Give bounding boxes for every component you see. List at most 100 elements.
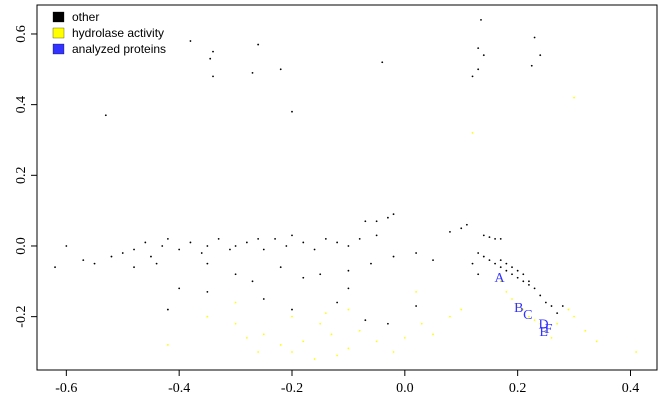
point — [251, 280, 254, 283]
point — [499, 238, 502, 240]
point — [110, 255, 113, 258]
point — [104, 114, 107, 117]
point — [161, 245, 164, 247]
point — [245, 336, 248, 339]
point — [54, 266, 56, 269]
point — [505, 291, 508, 293]
y-tick-label: 0.4 — [14, 96, 29, 114]
point — [561, 305, 564, 307]
point — [364, 319, 367, 322]
x-tick-label: 0.0 — [396, 381, 414, 396]
point — [65, 245, 68, 247]
point — [347, 308, 350, 311]
point — [336, 354, 339, 357]
point — [302, 340, 305, 343]
point — [364, 220, 367, 223]
point-label: D — [539, 318, 549, 333]
point-label: F — [545, 322, 553, 337]
point — [274, 238, 276, 240]
point — [392, 351, 395, 353]
point — [530, 64, 533, 67]
point — [291, 110, 293, 113]
point — [375, 234, 378, 237]
point — [206, 262, 209, 265]
point — [324, 312, 327, 315]
point — [262, 333, 265, 336]
point — [330, 333, 333, 336]
point — [387, 216, 389, 219]
point — [533, 319, 536, 322]
point — [528, 315, 530, 318]
point — [482, 234, 485, 237]
point-label: B — [514, 301, 523, 316]
point-label: C — [523, 308, 532, 323]
point — [460, 227, 463, 230]
point — [573, 96, 575, 99]
point — [544, 329, 547, 332]
point — [381, 61, 384, 64]
point — [166, 344, 169, 346]
point — [567, 308, 570, 311]
point — [133, 248, 135, 251]
point — [336, 241, 339, 244]
legend-swatch — [52, 27, 65, 39]
legend-label: hydrolase activity — [72, 26, 164, 40]
point — [528, 283, 530, 286]
point — [257, 351, 260, 353]
point — [539, 294, 542, 297]
point — [516, 305, 519, 307]
point — [392, 213, 395, 216]
point — [347, 269, 350, 272]
point — [262, 298, 265, 300]
point — [432, 333, 434, 336]
point — [471, 262, 474, 265]
point — [234, 301, 237, 304]
point — [313, 248, 316, 251]
point — [556, 312, 559, 315]
y-tick-label: 0.2 — [14, 167, 29, 185]
point — [234, 245, 237, 247]
point — [533, 36, 536, 39]
point — [471, 132, 474, 134]
point — [189, 40, 192, 42]
legend-swatch — [52, 11, 65, 23]
point — [150, 255, 152, 258]
point — [584, 329, 587, 332]
legend-swatch — [52, 43, 65, 55]
point — [516, 276, 519, 279]
point — [556, 322, 559, 325]
point — [477, 47, 480, 50]
point — [533, 287, 536, 290]
point — [144, 241, 147, 244]
point — [528, 280, 530, 283]
point — [234, 273, 237, 276]
point — [449, 230, 451, 233]
point — [206, 245, 209, 247]
point — [234, 322, 237, 325]
point — [212, 50, 214, 53]
point — [347, 287, 350, 290]
point — [539, 322, 542, 325]
point — [291, 234, 293, 237]
point — [279, 344, 282, 346]
point — [550, 305, 553, 307]
point — [482, 54, 485, 57]
point — [206, 291, 209, 293]
point — [257, 238, 260, 240]
point — [279, 266, 282, 269]
point — [291, 315, 293, 318]
point — [206, 315, 209, 318]
point — [178, 248, 181, 251]
point — [522, 308, 525, 311]
x-tick-label: -0.2 — [281, 381, 303, 396]
y-tick-label: -0.2 — [14, 306, 29, 328]
point — [178, 287, 181, 290]
point — [347, 347, 350, 350]
point — [189, 241, 192, 244]
point — [262, 248, 265, 251]
point — [522, 273, 525, 276]
point — [285, 245, 288, 247]
point — [251, 71, 254, 74]
point — [324, 238, 327, 240]
point — [499, 266, 502, 269]
